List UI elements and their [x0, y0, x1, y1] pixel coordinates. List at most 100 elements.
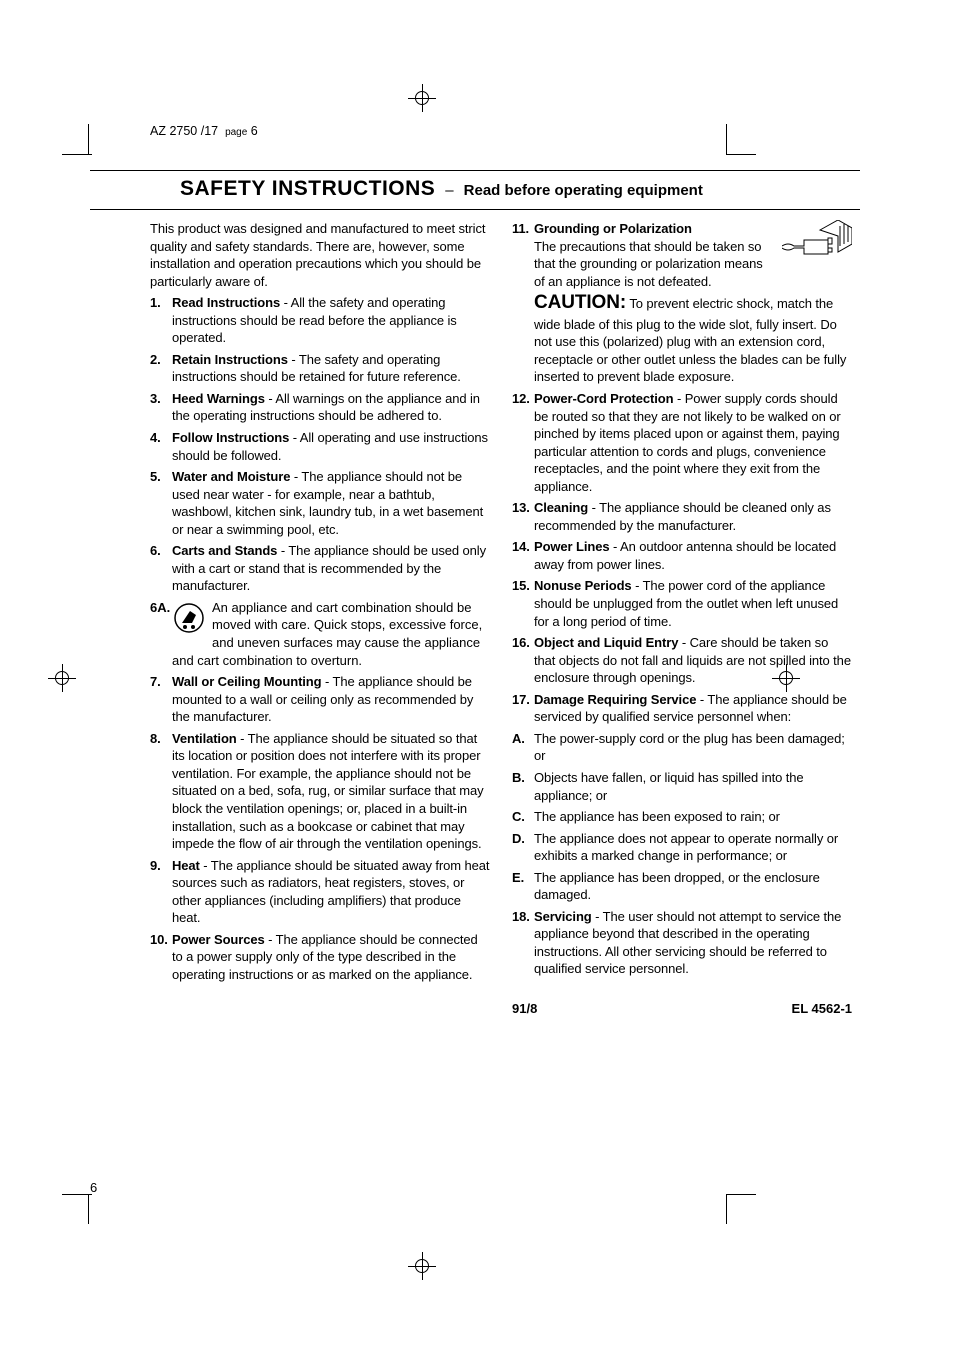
item-label: Heat — [172, 858, 200, 873]
columns: This product was designed and manufactur… — [90, 220, 860, 1018]
item-number: 7. — [150, 673, 161, 691]
list-item: 11. Grounding or Polarization The precau… — [512, 220, 852, 386]
crop-mark — [62, 154, 92, 155]
item-label: Wall or Ceiling Mounting — [172, 674, 322, 689]
model-number: AZ 2750 /17 — [150, 124, 218, 138]
list-item: 18.Servicing - The user should not attem… — [512, 908, 852, 978]
item-label: Heed Warnings — [172, 391, 265, 406]
list-item: 12. Power-Cord Protection - Power supply … — [512, 390, 852, 495]
list-item: 14.Power Lines - An outdoor antenna shou… — [512, 538, 852, 573]
item-text: The power-supply cord or the plug has be… — [534, 731, 845, 764]
item-text: The appliance has been exposed to rain; … — [534, 809, 780, 824]
item-label: Carts and Stands — [172, 543, 277, 558]
item-label: Follow Instructions — [172, 430, 289, 445]
item-number: 9. — [150, 857, 161, 875]
item-number: 8. — [150, 730, 161, 748]
caution-label: CAUTION: — [534, 292, 626, 313]
cart-tipping-icon — [172, 601, 206, 635]
list-item: 9. Heat - The appliance should be situate… — [150, 857, 490, 927]
list-item: 6.Carts and Stands - The appliance shoul… — [150, 542, 490, 595]
registration-mark — [408, 84, 436, 112]
list-item: 10.Power Sources - The appliance should … — [150, 931, 490, 984]
crop-mark — [88, 124, 89, 154]
item-label: Object and Liquid Entry — [534, 635, 678, 650]
list-item: 1.Read Instructions - All the safety and… — [150, 294, 490, 347]
item-label: Grounding or Polarization — [534, 221, 692, 236]
item-number: 3. — [150, 390, 161, 408]
item-label: Ventilation — [172, 731, 237, 746]
list-item: A. The power-supply cord or the plug has … — [512, 730, 852, 765]
item-text: An appliance and cart combination should… — [172, 600, 482, 668]
item-number: 6A. — [150, 599, 170, 617]
list-item-6a: 6A. An appliance and cart combination sh… — [150, 599, 490, 669]
item-label: Power Sources — [172, 932, 265, 947]
item-text: - The appliance should be situated so th… — [172, 731, 484, 851]
item-label: Power-Cord Protection — [534, 391, 673, 406]
item-label: Nonuse Periods — [534, 578, 632, 593]
page-number: 6 — [90, 1180, 97, 1195]
item-lead: The precautions that should be taken so … — [534, 239, 763, 289]
registration-mark — [48, 664, 76, 692]
item-number: 15. — [512, 577, 530, 595]
item-text: The appliance has been dropped, or the e… — [534, 870, 820, 903]
list-item: 2.Retain Instructions - The safety and o… — [150, 351, 490, 386]
item-number: B. — [512, 769, 525, 787]
page-tag: page — [225, 127, 247, 138]
item-label: Read Instructions — [172, 295, 280, 310]
list-item: 7.Wall or Ceiling Mounting - The applian… — [150, 673, 490, 726]
item-number: 11. — [512, 220, 529, 238]
item-label: Cleaning — [534, 500, 588, 515]
item-number: 6. — [150, 542, 161, 560]
crop-mark — [88, 1194, 89, 1224]
registration-mark — [408, 1252, 436, 1280]
item-number: 1. — [150, 294, 161, 312]
page-title: SAFETY INSTRUCTIONS — [180, 177, 435, 201]
footer-right: EL 4562-1 — [792, 1000, 852, 1018]
item-number: 13. — [512, 499, 530, 517]
footer-left: 91/8 — [512, 1000, 537, 1018]
polarized-plug-icon — [782, 220, 852, 268]
intro-text: This product was designed and manufactur… — [150, 220, 490, 290]
item-number: 10. — [150, 931, 168, 949]
item-number: C. — [512, 808, 525, 826]
page-subtitle: Read before operating equipment — [464, 182, 703, 199]
rule — [90, 170, 860, 171]
item-number: 17. — [512, 691, 530, 709]
item-number: 2. — [150, 351, 161, 369]
list-item: E. The appliance has been dropped, or the… — [512, 869, 852, 904]
item-number: E. — [512, 869, 524, 887]
item-label: Water and Moisture — [172, 469, 290, 484]
item-text: Objects have fallen, or liquid has spill… — [534, 770, 804, 803]
list-item: 17.Damage Requiring Service - The applia… — [512, 691, 852, 726]
item-number: 14. — [512, 538, 530, 556]
item-text: - The appliance should be situated away … — [172, 858, 489, 926]
crop-mark — [726, 1194, 727, 1224]
title-sep: – — [445, 182, 453, 199]
list-item: 3.Heed Warnings - All warnings on the ap… — [150, 390, 490, 425]
list-item: 5.Water and Moisture - The appliance sho… — [150, 468, 490, 538]
list-item: 16.Object and Liquid Entry - Care should… — [512, 634, 852, 687]
page-header-number: 6 — [251, 124, 258, 138]
item-text: The appliance does not appear to operate… — [534, 831, 838, 864]
list-item: 15.Nonuse Periods - The power cord of th… — [512, 577, 852, 630]
left-column: This product was designed and manufactur… — [150, 220, 490, 1018]
page-content: AZ 2750 /17 page 6 SAFETY INSTRUCTIONS –… — [90, 124, 860, 1018]
item-number: 16. — [512, 634, 530, 652]
title-row: SAFETY INSTRUCTIONS – Read before operat… — [90, 177, 860, 210]
item-number: 18. — [512, 908, 530, 926]
item-label: Retain Instructions — [172, 352, 288, 367]
list-item: D.The appliance does not appear to opera… — [512, 830, 852, 865]
right-column: 11. Grounding or Polarization The precau… — [512, 220, 852, 1018]
list-item: B. Objects have fallen, or liquid has spi… — [512, 769, 852, 804]
item-number: 12. — [512, 390, 530, 408]
list-item: C. The appliance has been exposed to rain… — [512, 808, 852, 826]
item-number: A. — [512, 730, 525, 748]
item-number: 4. — [150, 429, 161, 447]
item-label: Power Lines — [534, 539, 609, 554]
list-item: 8. Ventilation - The appliance should be … — [150, 730, 490, 853]
crop-mark — [62, 1194, 92, 1195]
item-text: - Power supply cords should be routed so… — [534, 391, 841, 494]
item-label: Servicing — [534, 909, 592, 924]
page-header: AZ 2750 /17 page 6 — [90, 124, 860, 140]
list-item: 4.Follow Instructions - All operating an… — [150, 429, 490, 464]
